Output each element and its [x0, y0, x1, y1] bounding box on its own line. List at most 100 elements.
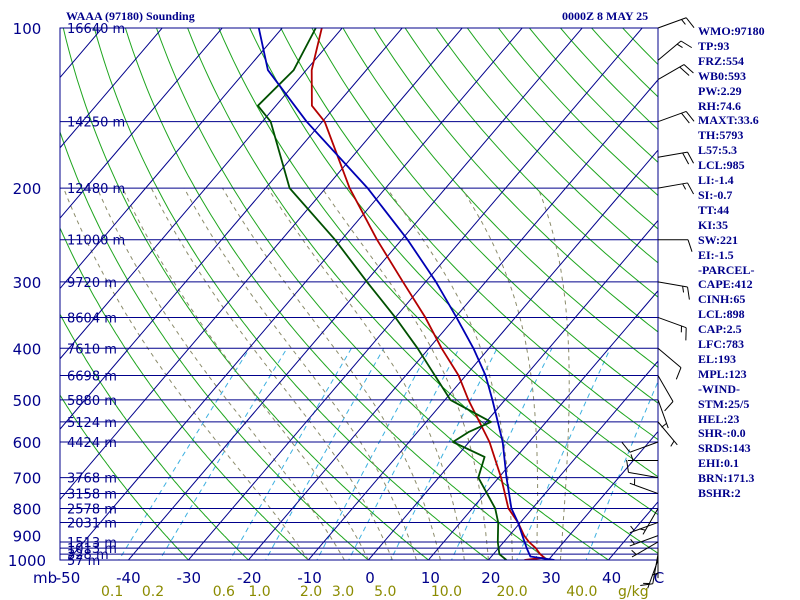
index-entry: MPL:123	[698, 366, 747, 381]
mixing-ratio-line	[348, 348, 460, 560]
index-entry: SRDS:143	[698, 441, 751, 456]
mixing-ratio-tick-label: 5.0	[374, 584, 396, 600]
index-entry: CAP:2.5	[698, 322, 742, 337]
isotherm-line	[60, 28, 343, 360]
mixing-ratio-tick-label: 2.0	[300, 584, 322, 600]
height-label: 2578 m	[67, 502, 117, 517]
index-entry: MAXT:33.6	[698, 113, 759, 128]
temperature-tick-label: -40	[116, 569, 141, 587]
wind-barb	[657, 182, 695, 195]
index-entry: EL:193	[698, 351, 737, 366]
height-label: 5880 m	[67, 394, 117, 409]
wind-barb	[629, 535, 659, 547]
isotherm-line	[67, 28, 523, 560]
dry-adiabat-line	[342, 28, 658, 368]
isotherm-line	[187, 28, 643, 560]
temperature-tick-label: 10	[421, 569, 440, 587]
wind-barb	[621, 441, 659, 453]
moist-adiabat-line	[122, 187, 369, 560]
temperature-tick-label: 40	[602, 569, 621, 587]
pressure-tick-label: 200	[13, 180, 42, 198]
index-entry: WMO:97180	[698, 24, 765, 38]
wind-barb	[657, 316, 687, 341]
wind-barb	[626, 459, 659, 479]
dry-adiabat-line	[280, 28, 658, 441]
wind-barb	[657, 40, 693, 61]
height-label: 9720 m	[67, 276, 117, 291]
index-entry: L57:5.3	[698, 143, 737, 158]
height-label: 11000 m	[67, 234, 125, 249]
moist-adiabat-line	[386, 187, 513, 560]
wind-barb	[657, 110, 695, 124]
index-entry: CAPE:412	[698, 277, 753, 292]
index-entry: LI:-1.4	[698, 173, 734, 188]
wind-barb	[657, 151, 695, 165]
height-label: 8604 m	[67, 311, 117, 326]
temperature-tick-label: -50	[56, 569, 81, 587]
dry-adiabat-line	[60, 130, 370, 560]
mixing-ratio-axis-label: g/kg	[618, 584, 649, 600]
moist-adiabat-line	[321, 187, 489, 560]
index-entry: FRZ:554	[698, 53, 744, 68]
pressure-tick-label: 300	[13, 274, 42, 292]
isotherm-line	[0, 16, 52, 571]
mixing-ratio-tick-label: 1.0	[248, 584, 270, 600]
temperature-profile	[310, 28, 546, 560]
sounding-title: WAAA (97180) Sounding	[66, 9, 195, 23]
temperature-axis-unit: C	[654, 569, 664, 587]
wind-barb	[658, 239, 693, 252]
dry-adiabat-line	[373, 28, 658, 333]
pressure-tick-label: 1000	[8, 552, 46, 570]
temperature-tick-label: -10	[297, 569, 322, 587]
moist-adiabat-line	[63, 187, 309, 560]
plot-frame	[59, 27, 659, 561]
isotherm-line	[367, 219, 658, 560]
index-entry: STM:25/5	[698, 396, 750, 411]
dry-adiabat-line	[124, 28, 550, 560]
moist-adiabat-line	[222, 187, 441, 560]
isotherm-line	[247, 79, 658, 560]
dry-adiabat-line	[155, 28, 610, 560]
index-entry: CINH:65	[698, 292, 746, 307]
height-label: 3768 m	[67, 472, 117, 487]
isotherm-line	[427, 290, 658, 560]
isotherm-line	[127, 28, 583, 560]
dry-adiabat-line	[590, 28, 658, 98]
height-label: 1013 m	[67, 542, 117, 557]
height-label: 328 m	[67, 548, 109, 563]
indices-panel: WMO:97180 TP:93 FRZ:554 WB0:593 PW:2.29 RH:74…	[698, 24, 765, 501]
height-label: 3158 m	[67, 488, 117, 503]
wind-barb	[657, 281, 690, 300]
pressure-tick-label: 600	[13, 434, 42, 452]
dry-adiabat-line	[93, 28, 490, 560]
temperature-tick-label: 0	[365, 569, 375, 587]
wind-barb	[651, 548, 659, 579]
dry-adiabat-line	[62, 28, 430, 560]
mixing-ratio-line	[516, 348, 611, 560]
dry-adiabat-line	[311, 28, 658, 404]
wind-barb	[657, 64, 694, 80]
isotherm-line	[60, 28, 463, 501]
dry-adiabat-line	[187, 28, 658, 554]
index-entry: LFC:783	[698, 337, 744, 352]
isotherm-line	[60, 28, 163, 149]
dry-adiabat-line	[60, 394, 190, 560]
isotherm-line	[487, 360, 658, 560]
index-entry: BRN:171.3	[698, 471, 755, 486]
temperature-tick-label: -20	[237, 569, 262, 587]
temperature-tick-label: 30	[542, 569, 561, 587]
index-entry: EHI:0.1	[698, 456, 740, 471]
isotherm-line	[60, 28, 283, 290]
mixing-ratio-line	[118, 348, 251, 560]
dry-adiabat-line	[60, 226, 310, 560]
wind-barb	[628, 454, 658, 461]
height-label: 5124 m	[67, 416, 117, 431]
mixing-ratio-line	[585, 380, 658, 560]
temperature-tick-label: 20	[481, 569, 500, 587]
dry-adiabat-line	[435, 28, 658, 264]
height-label: 2031 m	[67, 516, 117, 531]
isotherm-line	[547, 430, 658, 560]
pressure-tick-label: 100	[13, 20, 42, 38]
index-entry: PW:2.29	[698, 83, 742, 98]
